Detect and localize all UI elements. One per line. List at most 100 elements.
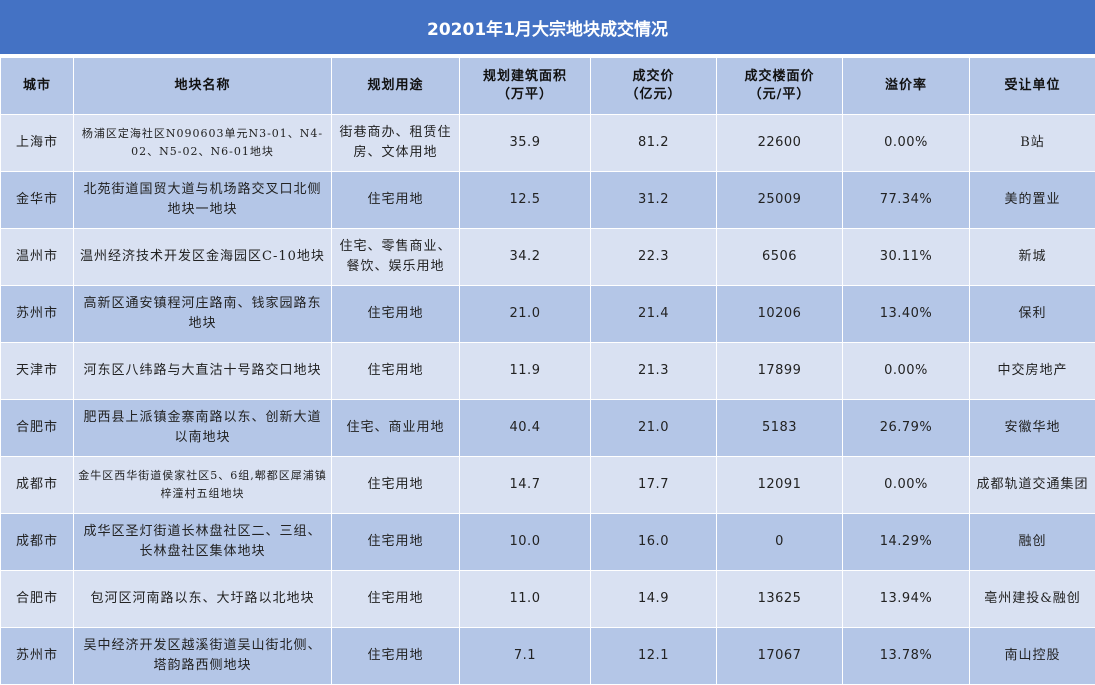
table-row: 成都市 金牛区西华街道侯家社区5、6组,郫都区犀浦镇梓潼村五组地块 住宅用地 1… — [0, 456, 1095, 514]
cell-premium: 13.94% — [842, 570, 970, 628]
cell-area: 40.4 — [459, 399, 591, 457]
cell-price: 14.9 — [590, 570, 717, 628]
cell-city: 合肥市 — [0, 570, 74, 628]
cell-planned-use: 住宅、零售商业、餐饮、娱乐用地 — [331, 228, 460, 286]
cell-city: 温州市 — [0, 228, 74, 286]
cell-premium: 30.11% — [842, 228, 970, 286]
cell-planned-use: 住宅用地 — [331, 456, 460, 514]
cell-city: 苏州市 — [0, 285, 74, 343]
cell-price: 21.0 — [590, 399, 717, 457]
cell-price: 21.3 — [590, 342, 717, 400]
cell-city: 天津市 — [0, 342, 74, 400]
cell-area: 12.5 — [459, 171, 591, 229]
header-row: 城市 地块名称 规划用途 规划建筑面积 （万平） 成交价 （亿元） 成交楼面价 （元/… — [0, 57, 1095, 115]
table-row: 上海市 杨浦区定海社区N090603单元N3-01、N4-02、N5-02、N6… — [0, 114, 1095, 172]
cell-buyer: 安徽华地 — [969, 399, 1095, 457]
cell-area: 35.9 — [459, 114, 591, 172]
cell-premium: 13.40% — [842, 285, 970, 343]
cell-price: 17.7 — [590, 456, 717, 514]
header-buyer: 受让单位 — [969, 57, 1095, 115]
cell-buyer: 亳州建投&融创 — [969, 570, 1095, 628]
cell-premium: 26.79% — [842, 399, 970, 457]
cell-plot-name: 北苑街道国贸大道与机场路交叉口北侧地块一地块 — [73, 171, 332, 229]
cell-premium: 0.00% — [842, 114, 970, 172]
cell-city: 上海市 — [0, 114, 74, 172]
cell-plot-name: 包河区河南路以东、大圩路以北地块 — [73, 570, 332, 628]
cell-price: 81.2 — [590, 114, 717, 172]
cell-buyer: 新城 — [969, 228, 1095, 286]
cell-floor-price: 12091 — [716, 456, 843, 514]
cell-plot-name: 河东区八纬路与大直沽十号路交口地块 — [73, 342, 332, 400]
cell-plot-name: 温州经济技术开发区金海园区C-10地块 — [73, 228, 332, 286]
cell-floor-price: 10206 — [716, 285, 843, 343]
table-row: 天津市 河东区八纬路与大直沽十号路交口地块 住宅用地 11.9 21.3 178… — [0, 342, 1095, 400]
cell-plot-name: 肥西县上派镇金寨南路以东、创新大道以南地块 — [73, 399, 332, 457]
cell-floor-price: 6506 — [716, 228, 843, 286]
cell-planned-use: 住宅用地 — [331, 342, 460, 400]
cell-plot-name: 成华区圣灯街道长林盘社区二、三组、长林盘社区集体地块 — [73, 513, 332, 571]
table-row: 温州市 温州经济技术开发区金海园区C-10地块 住宅、零售商业、餐饮、娱乐用地 … — [0, 228, 1095, 286]
cell-buyer: 成都轨道交通集团 — [969, 456, 1095, 514]
cell-planned-use: 住宅用地 — [331, 627, 460, 685]
cell-planned-use: 住宅用地 — [331, 171, 460, 229]
cell-price: 21.4 — [590, 285, 717, 343]
table-row: 苏州市 高新区通安镇程河庄路南、钱家园路东地块 住宅用地 21.0 21.4 1… — [0, 285, 1095, 343]
table-row: 合肥市 包河区河南路以东、大圩路以北地块 住宅用地 11.0 14.9 1362… — [0, 570, 1095, 628]
cell-buyer: B站 — [969, 114, 1095, 172]
cell-area: 10.0 — [459, 513, 591, 571]
header-plot-name: 地块名称 — [73, 57, 332, 115]
cell-premium: 77.34% — [842, 171, 970, 229]
cell-premium: 0.00% — [842, 342, 970, 400]
cell-floor-price: 17067 — [716, 627, 843, 685]
table-row: 合肥市 肥西县上派镇金寨南路以东、创新大道以南地块 住宅、商业用地 40.4 2… — [0, 399, 1095, 457]
cell-floor-price: 13625 — [716, 570, 843, 628]
table-row: 成都市 成华区圣灯街道长林盘社区二、三组、长林盘社区集体地块 住宅用地 10.0… — [0, 513, 1095, 571]
cell-price: 31.2 — [590, 171, 717, 229]
cell-floor-price: 17899 — [716, 342, 843, 400]
cell-buyer: 融创 — [969, 513, 1095, 571]
cell-floor-price: 25009 — [716, 171, 843, 229]
header-premium-rate: 溢价率 — [842, 57, 970, 115]
header-building-area: 规划建筑面积 （万平） — [459, 57, 591, 115]
cell-plot-name: 金牛区西华街道侯家社区5、6组,郫都区犀浦镇梓潼村五组地块 — [73, 456, 332, 514]
cell-floor-price: 5183 — [716, 399, 843, 457]
cell-plot-name: 杨浦区定海社区N090603单元N3-01、N4-02、N5-02、N6-01地… — [73, 114, 332, 172]
header-planned-use: 规划用途 — [331, 57, 460, 115]
cell-area: 34.2 — [459, 228, 591, 286]
land-transactions-table: 城市 地块名称 规划用途 规划建筑面积 （万平） 成交价 （亿元） 成交楼面价 （元/… — [0, 57, 1095, 685]
cell-city: 苏州市 — [0, 627, 74, 685]
cell-area: 7.1 — [459, 627, 591, 685]
cell-planned-use: 住宅用地 — [331, 513, 460, 571]
header-deal-price: 成交价 （亿元） — [590, 57, 717, 115]
cell-area: 11.0 — [459, 570, 591, 628]
cell-city: 金华市 — [0, 171, 74, 229]
cell-premium: 14.29% — [842, 513, 970, 571]
table-row: 金华市 北苑街道国贸大道与机场路交叉口北侧地块一地块 住宅用地 12.5 31.… — [0, 171, 1095, 229]
cell-buyer: 南山控股 — [969, 627, 1095, 685]
table-row: 苏州市 吴中经济开发区越溪街道吴山街北侧、塔韵路西侧地块 住宅用地 7.1 12… — [0, 627, 1095, 685]
table-title: 20201年1月大宗地块成交情况 — [0, 0, 1095, 56]
cell-plot-name: 高新区通安镇程河庄路南、钱家园路东地块 — [73, 285, 332, 343]
cell-area: 11.9 — [459, 342, 591, 400]
cell-price: 16.0 — [590, 513, 717, 571]
cell-planned-use: 住宅、商业用地 — [331, 399, 460, 457]
header-city: 城市 — [0, 57, 74, 115]
cell-city: 成都市 — [0, 456, 74, 514]
header-floor-price: 成交楼面价 （元/平） — [716, 57, 843, 115]
cell-buyer: 美的置业 — [969, 171, 1095, 229]
cell-city: 成都市 — [0, 513, 74, 571]
cell-price: 12.1 — [590, 627, 717, 685]
cell-floor-price: 0 — [716, 513, 843, 571]
cell-planned-use: 住宅用地 — [331, 570, 460, 628]
cell-premium: 13.78% — [842, 627, 970, 685]
cell-premium: 0.00% — [842, 456, 970, 514]
cell-buyer: 中交房地产 — [969, 342, 1095, 400]
cell-city: 合肥市 — [0, 399, 74, 457]
cell-planned-use: 街巷商办、租赁住房、文体用地 — [331, 114, 460, 172]
cell-area: 21.0 — [459, 285, 591, 343]
cell-area: 14.7 — [459, 456, 591, 514]
cell-floor-price: 22600 — [716, 114, 843, 172]
cell-price: 22.3 — [590, 228, 717, 286]
cell-plot-name: 吴中经济开发区越溪街道吴山街北侧、塔韵路西侧地块 — [73, 627, 332, 685]
cell-planned-use: 住宅用地 — [331, 285, 460, 343]
